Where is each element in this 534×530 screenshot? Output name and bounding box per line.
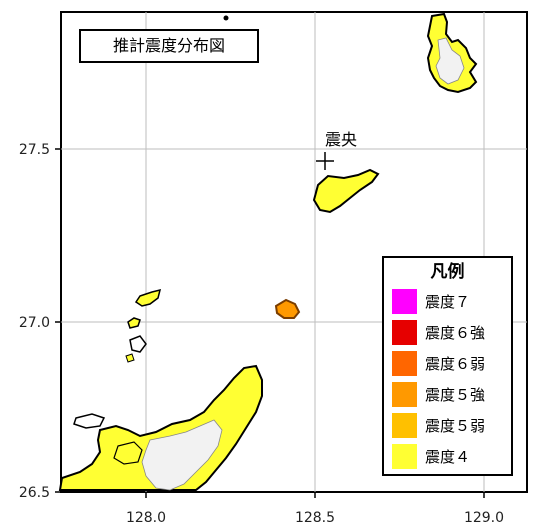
legend-item: 震度７ (384, 286, 511, 317)
legend-label: 震度６強 (425, 324, 486, 342)
legend-swatch (392, 320, 417, 345)
island-small-islets (125, 288, 162, 363)
legend-item: 震度４ (384, 441, 511, 472)
epicenter-marker (316, 152, 334, 170)
x-tick-label: 129.0 (464, 510, 504, 526)
y-tick-label: 27.5 (19, 142, 50, 158)
legend-title: 凡例 (430, 262, 465, 282)
island-tokunoshima (312, 168, 380, 214)
legend-swatch (392, 289, 417, 314)
legend-swatch (392, 444, 417, 469)
legend-label: 震度５弱 (425, 417, 486, 435)
map-title: 推計震度分布図 (79, 29, 259, 63)
legend-label: 震度４ (425, 448, 471, 466)
island-okinoerabujima (274, 298, 301, 319)
legend-swatch (392, 382, 417, 407)
legend-label: 震度６弱 (425, 355, 486, 373)
legend-item: 震度６強 (384, 317, 511, 348)
legend-label: 震度７ (425, 293, 471, 311)
legend-item: 震度５弱 (384, 410, 511, 441)
y-tick-label: 26.5 (19, 485, 50, 501)
legend-swatch (392, 413, 417, 438)
y-tick-label: 27.0 (19, 315, 50, 331)
island-okinawa (58, 364, 263, 491)
legend-item: 震度６弱 (384, 348, 511, 379)
x-tick-label: 128.0 (126, 510, 166, 526)
islet (223, 15, 229, 21)
axis-ticks (55, 148, 485, 498)
island-amami-oshima (426, 12, 478, 94)
legend-swatch (392, 351, 417, 376)
epicenter-label: 震央 (325, 130, 358, 149)
x-tick-label: 128.5 (295, 510, 335, 526)
legend-item: 震度５強 (384, 379, 511, 410)
legend-label: 震度５強 (425, 386, 486, 404)
legend: 凡例 震度７ 震度６強 震度６弱 震度５強 震度５弱 震度４ (382, 256, 513, 476)
